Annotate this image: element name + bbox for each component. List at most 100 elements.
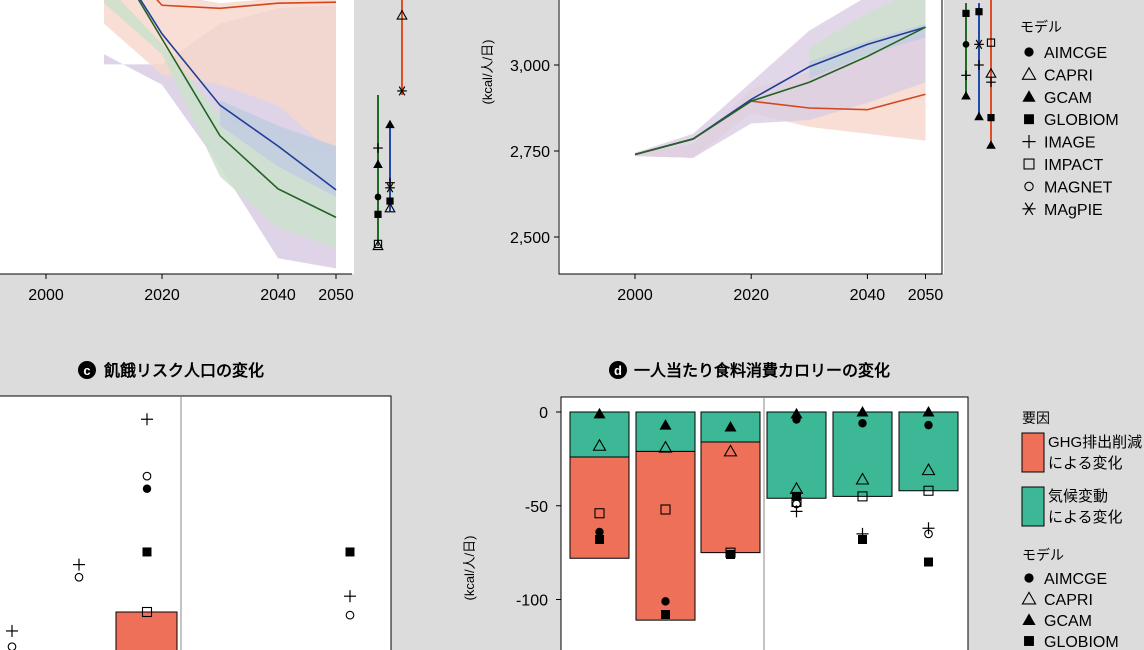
panel-d-marker-gcam-0 [593, 407, 606, 419]
legend-factor-label-climate-line1: 気候変動 [1048, 488, 1108, 505]
panel-a-range-marker-green-4-shape [373, 159, 383, 168]
legend-bottom-model-title: モデル [1022, 547, 1064, 563]
panel-a-range-marker-red-1 [396, 9, 408, 20]
panel-d-bar-ghg-1 [635, 450, 696, 621]
panel-c-markers [6, 413, 356, 650]
panel-b-y-tick-label-1: 2,750 [510, 144, 550, 161]
panel-d-marker-globiom-13-shape [726, 550, 735, 559]
legend-top-marker-gcam-shape [1022, 90, 1036, 102]
panel-b-x-tick-label-2050: 2050 [908, 287, 944, 304]
panel-b-range-marker-green-2-shape [962, 41, 970, 48]
panel-d-marker-aimcge-3 [595, 527, 604, 537]
legend-bottom-marker-aimcge-shape [1024, 573, 1034, 583]
panel-c-bars [115, 611, 178, 650]
panel-d-marker-gcam-14 [790, 407, 803, 419]
panel-b-range-marker-red-1-shape [987, 114, 995, 122]
panel-d-marker-globiom-9 [661, 610, 670, 619]
panel-d-bar-climate-1 [635, 411, 696, 452]
panel-c-marker-globiom-9 [345, 547, 355, 557]
panel-c-bar-ghg-0 [115, 611, 178, 650]
legend-bottom-label-globiom: GLOBIOM [1044, 634, 1119, 650]
panel-a-x-tick-label-2000: 2000 [28, 287, 64, 304]
panel-b-range-bars [961, 0, 997, 149]
panel-d-marker-impact-2 [594, 508, 605, 519]
panel-b-range-marker-green-0-shape [961, 91, 971, 100]
panel-a-range-marker-green-1-shape [373, 239, 383, 249]
panel-c-marker-magnet-1-shape [7, 642, 17, 650]
legend-top-marker-magnet [1024, 181, 1034, 192]
panel-d-marker-magnet-32-shape [924, 529, 933, 539]
panel-a-range-marker-red-0 [397, 86, 407, 96]
panel-d-marker-capri-23 [855, 472, 870, 485]
panel-d-y-ticks: 0 -50 -100 [516, 405, 561, 610]
legend-top-label-impact: IMPACT [1044, 157, 1103, 174]
panel-c-marker-image-4 [141, 413, 153, 426]
panel-d-y-tick-label-2: -100 [516, 593, 548, 610]
panel-d-marker-globiom-9-shape [661, 610, 670, 619]
panel-d-marker-globiom-17 [792, 491, 801, 501]
panel-a-line-red [156, 0, 337, 10]
panel-a-range-marker-green-0 [372, 240, 384, 251]
panel-b-y-label: (kcal/人/日) [480, 39, 495, 104]
panel-d-marker-globiom-26 [858, 535, 867, 544]
legend-bottom-marker-capri [1021, 591, 1037, 605]
panel-b-plot-frame [558, 0, 943, 275]
panel-b-range-marker-green-3-shape [962, 9, 970, 17]
panel-d-marker-gcam-5-shape [659, 419, 672, 430]
panel-d-marker-aimcge-15-shape [792, 415, 801, 424]
panel-c-marker-aimcge-6-shape [142, 484, 152, 493]
panel-d-marker-globiom-33-shape [924, 557, 933, 567]
panel-d-marker-aimcge-15 [792, 415, 801, 424]
panel-d-marker-impact-24-shape [857, 491, 868, 502]
panel-d-marker-gcam-5 [659, 419, 672, 430]
panel-c-badge [78, 361, 96, 379]
panel-a-range-marker-green-3-shape [374, 193, 382, 201]
legend-factor-label-ghg-line1: GHG排出削減 [1048, 434, 1142, 451]
legend-factor-label-climate-line2: による変化 [1048, 509, 1123, 526]
panel-d-marker-image-31 [922, 522, 935, 535]
legend-factor-label-ghg-line2: による変化 [1048, 455, 1123, 472]
panel-d-marker-image-20 [790, 505, 803, 518]
panel-a-range-marker-green-3 [374, 193, 382, 201]
panel-d-marker-impact-7-shape [660, 504, 671, 515]
panel-c-marker-magnet-11 [345, 610, 355, 620]
panel-d-marker-globiom-17-shape [792, 491, 801, 501]
panel-d-marker-capri-11-shape [723, 444, 738, 457]
panel-d-marker-impact-2-shape [594, 508, 605, 519]
legend-bottom: 要因 モデル GHG排出削減による変化気候変動による変化AIMCGECAPRIG… [1021, 410, 1142, 650]
panel-b-range-marker-red-4-shape [986, 38, 996, 47]
panel-b-range-marker-red-3 [985, 67, 997, 78]
legend-bottom-marker-capri-shape [1021, 591, 1037, 605]
panel-d-marker-capri-11 [723, 444, 738, 457]
panel-b-line-green [634, 26, 926, 156]
legend-top-label-gcam: GCAM [1044, 90, 1092, 107]
panel-d-marker-capri-6 [658, 440, 673, 453]
panel-c-marker-image-0 [6, 624, 18, 637]
panel-d-marker-impact-24 [857, 491, 868, 502]
panel-d-marker-aimcge-8 [661, 597, 670, 606]
panel-a-lines [137, 0, 337, 219]
panel-c-marker-impact-8 [141, 606, 153, 618]
legend-top-label-magpie: MAgPIE [1044, 202, 1103, 219]
panel-b-range-marker-red-4 [986, 38, 996, 47]
panel-b-range-marker-red-0 [986, 140, 996, 149]
panel-d-marker-gcam-27-shape [922, 406, 935, 417]
legend-top-marker-gcam [1022, 90, 1036, 102]
panel-d-marker-gcam-27 [922, 406, 935, 417]
panel-c-marker-globiom-7-shape [142, 547, 152, 557]
panel-b-range-marker-red-3-shape [985, 67, 997, 78]
panel-d-bar-climate-4 [832, 411, 893, 497]
legend-top-marker-magpie [1022, 202, 1036, 216]
panel-d-marker-gcam-10-shape [724, 421, 737, 432]
panel-b-y-tick-label-2: 2,500 [510, 230, 550, 247]
panel-c-marker-magnet-3 [74, 572, 84, 582]
legend-top-marker-magnet-shape [1024, 181, 1034, 192]
panel-d-marker-aimcge-22 [858, 419, 867, 428]
panel-a-range-marker-green-1 [373, 239, 383, 249]
panel-a-range-marker-blue-2-d2 [386, 183, 394, 193]
legend-models-top: モデル AIMCGE CAPRI GCAM GLOBIOM IMAGE IMPACT MAG… [1020, 19, 1119, 219]
panel-a-range-marker-red-1-shape [396, 9, 408, 20]
panel-b-range-marker-red-0-shape [986, 140, 996, 149]
panel-c-marker-magnet-5 [142, 471, 152, 481]
panel-b-x-ticks: 2000 2020 2040 2050 [617, 274, 943, 304]
